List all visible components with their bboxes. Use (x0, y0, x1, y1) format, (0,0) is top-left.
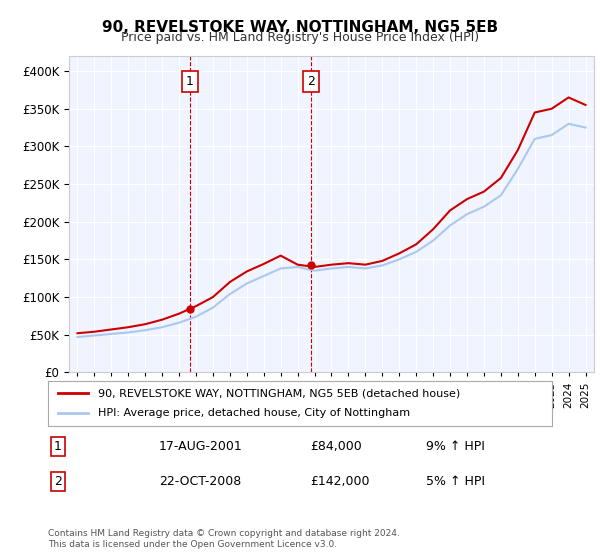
Text: 90, REVELSTOKE WAY, NOTTINGHAM, NG5 5EB (detached house): 90, REVELSTOKE WAY, NOTTINGHAM, NG5 5EB … (98, 388, 461, 398)
Text: 90, REVELSTOKE WAY, NOTTINGHAM, NG5 5EB: 90, REVELSTOKE WAY, NOTTINGHAM, NG5 5EB (102, 20, 498, 35)
Text: 1: 1 (186, 75, 194, 88)
Text: 2: 2 (54, 475, 62, 488)
Text: 9% ↑ HPI: 9% ↑ HPI (426, 440, 485, 453)
Text: Price paid vs. HM Land Registry's House Price Index (HPI): Price paid vs. HM Land Registry's House … (121, 31, 479, 44)
Text: 2: 2 (307, 75, 315, 88)
Text: 5% ↑ HPI: 5% ↑ HPI (426, 475, 485, 488)
Text: £84,000: £84,000 (310, 440, 362, 453)
Text: 17-AUG-2001: 17-AUG-2001 (159, 440, 242, 453)
Text: 1: 1 (54, 440, 62, 453)
Text: £142,000: £142,000 (310, 475, 370, 488)
Text: Contains HM Land Registry data © Crown copyright and database right 2024.
This d: Contains HM Land Registry data © Crown c… (48, 529, 400, 549)
Text: HPI: Average price, detached house, City of Nottingham: HPI: Average price, detached house, City… (98, 408, 410, 418)
Text: 22-OCT-2008: 22-OCT-2008 (159, 475, 241, 488)
